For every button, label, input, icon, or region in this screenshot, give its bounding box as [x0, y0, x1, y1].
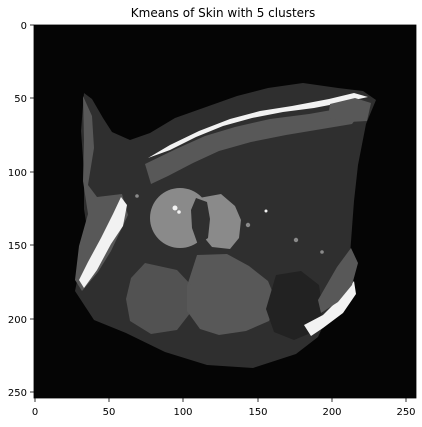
- cluster-region-central-septum: [191, 198, 210, 245]
- x-tick-label: 100: [173, 407, 192, 418]
- y-axis: 0 50 100 150 200 250: [8, 21, 34, 399]
- x-axis: 0 50 100 150 200 250: [32, 398, 416, 418]
- y-tick-label: 100: [8, 168, 27, 179]
- cluster-region-medium-upper-band: [145, 106, 366, 184]
- cluster-region-medium-left-tissue: [75, 96, 128, 291]
- figure-title: Kmeans of Skin with 5 clusters: [131, 6, 315, 20]
- cluster-spot-bright-1: [172, 205, 178, 211]
- y-tick-label: 0: [21, 21, 27, 32]
- cluster-region-lower-medium-tissue: [126, 263, 192, 334]
- cluster-spot-bright-2: [177, 210, 181, 214]
- cluster-spot-medium-2: [293, 237, 299, 243]
- segmented-mri-image: [75, 83, 376, 368]
- cluster-region-right-ventricle-light: [199, 194, 241, 249]
- cluster-spot-medium-4: [135, 194, 139, 198]
- image-axes: [33, 24, 417, 399]
- cluster-spot-medium-1: [245, 222, 251, 228]
- cluster-spot-medium-3: [320, 250, 324, 254]
- y-tick-label: 150: [8, 241, 27, 252]
- x-tick-label: 200: [322, 407, 341, 418]
- cluster-region-upper-right-medium: [328, 98, 371, 122]
- cluster-region-bright-lower-right-skin: [304, 281, 356, 336]
- x-tick-label: 150: [248, 407, 267, 418]
- y-tick-label: 250: [8, 388, 27, 399]
- cluster-region-right-medium-band: [318, 248, 358, 313]
- cluster-region-bright-upper-skin: [148, 93, 368, 158]
- y-tick-label: 200: [8, 315, 27, 326]
- x-tick-label: 0: [32, 407, 38, 418]
- cluster-spot-bright-3: [264, 209, 268, 213]
- cluster-region-lower-medium-organ: [187, 254, 277, 335]
- x-tick-label: 250: [396, 407, 415, 418]
- image-axes-border: [33, 24, 417, 399]
- x-tick-label: 50: [103, 407, 116, 418]
- y-tick-label: 50: [14, 94, 27, 105]
- cluster-region-bright-left-skin: [79, 197, 127, 288]
